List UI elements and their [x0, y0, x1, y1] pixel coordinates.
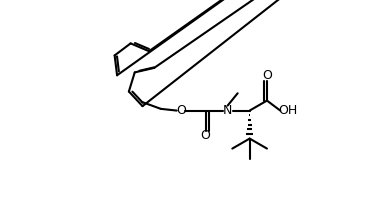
Text: OH: OH — [279, 104, 298, 117]
Text: O: O — [201, 129, 211, 142]
Text: N: N — [223, 104, 232, 117]
Text: O: O — [262, 69, 272, 82]
Text: O: O — [176, 104, 186, 117]
